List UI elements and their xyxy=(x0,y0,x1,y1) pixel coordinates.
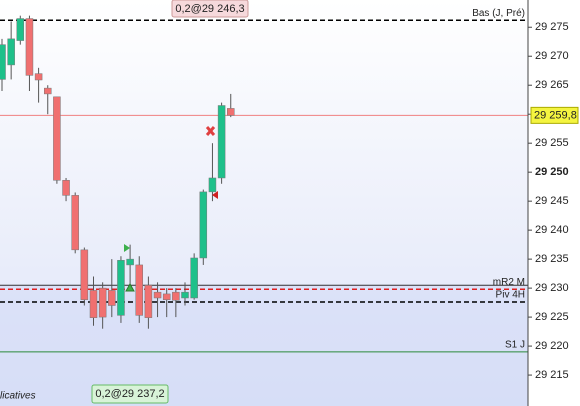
candle-body xyxy=(25,18,34,76)
candle-body xyxy=(16,18,25,41)
candle-body xyxy=(108,290,116,306)
candle-body xyxy=(208,177,217,193)
candle-body xyxy=(53,96,61,181)
y-tick-label: 29 255 xyxy=(535,137,569,149)
candle-body xyxy=(181,291,189,299)
y-tick-label: 29 270 xyxy=(535,50,569,62)
candle-body xyxy=(62,180,70,196)
footer-label: licatives xyxy=(0,391,36,402)
candle-body xyxy=(199,191,208,259)
candle-body xyxy=(71,195,79,251)
candle-body xyxy=(153,291,162,299)
y-tick-label: 29 250 xyxy=(535,166,569,178)
candle-body xyxy=(7,38,15,66)
y-tick-label: 29 225 xyxy=(535,311,569,323)
candle-body xyxy=(34,73,43,81)
order-box xyxy=(171,0,249,18)
level-label: Bas (J, Pré) xyxy=(472,8,525,19)
order-box xyxy=(91,384,169,404)
candle-body xyxy=(135,264,143,316)
last-price-box xyxy=(530,106,579,124)
candle-body xyxy=(117,260,125,316)
level-label: Piv 4H xyxy=(496,290,525,301)
candle-body xyxy=(44,87,52,95)
candle-body xyxy=(190,257,198,299)
candle-body xyxy=(0,44,6,80)
candle-body xyxy=(172,291,180,301)
level-label: mR2 M xyxy=(493,277,525,288)
axis-bg xyxy=(528,0,580,406)
signal-icons xyxy=(124,126,218,292)
y-tick-label: 29 265 xyxy=(535,79,569,91)
candle-body xyxy=(162,293,171,300)
candle-body xyxy=(89,290,98,318)
candle-body xyxy=(98,287,107,318)
y-tick-label: 29 230 xyxy=(535,282,569,294)
y-tick-label: 29 245 xyxy=(535,195,569,207)
candle-body xyxy=(217,105,226,179)
candle-body xyxy=(144,284,153,318)
zone xyxy=(0,285,528,406)
y-tick-label: 29 220 xyxy=(535,340,569,352)
candle-body xyxy=(80,249,89,300)
candle-body xyxy=(227,108,235,116)
y-tick-label: 29 235 xyxy=(535,253,569,265)
y-tick-label: 29 240 xyxy=(535,224,569,236)
last-price-label: 29 259,8 xyxy=(534,109,577,121)
order-label: 0,2@29 237,2 xyxy=(95,388,164,400)
candle-body xyxy=(126,258,134,266)
y-tick-label: 29 215 xyxy=(535,369,569,381)
y-tick-label: 29 275 xyxy=(535,21,569,33)
order-label: 0,2@29 246,3 xyxy=(175,3,244,15)
plot-bg xyxy=(0,0,528,406)
level-label: S1 J xyxy=(505,340,525,351)
